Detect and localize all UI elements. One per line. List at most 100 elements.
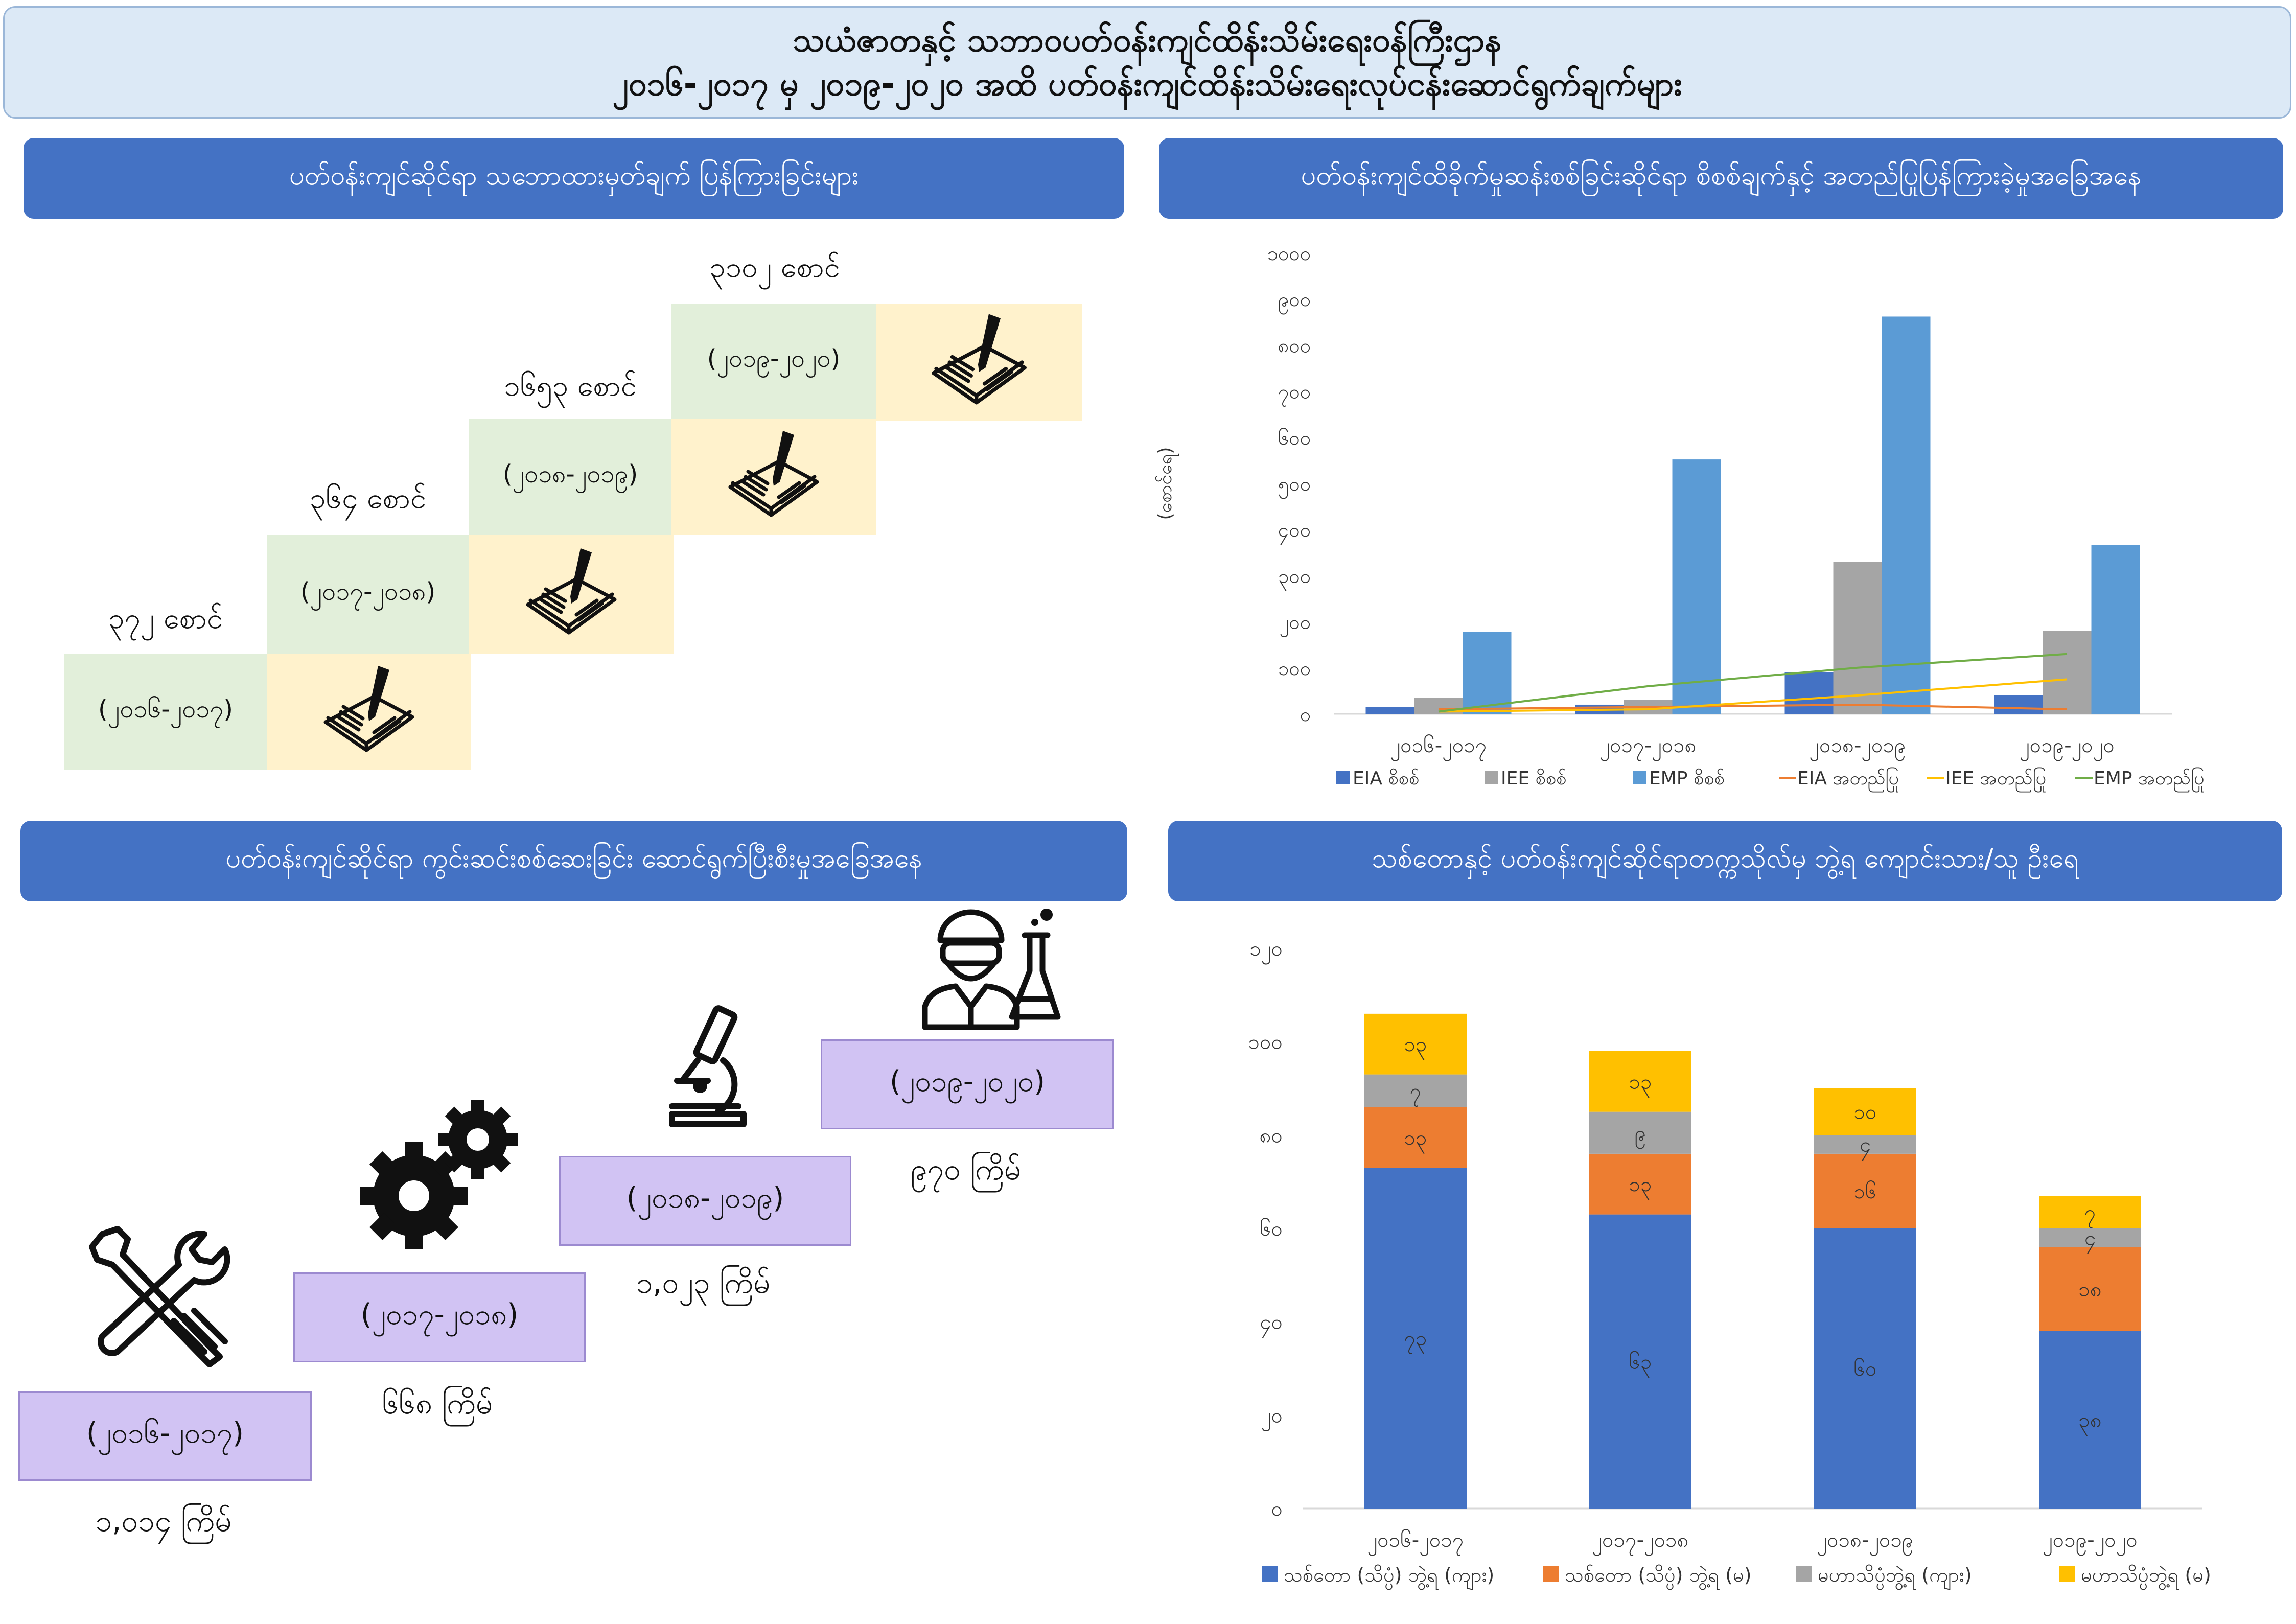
data-label: ၆၀ (1854, 1357, 1877, 1381)
stack-0-2 (1814, 1228, 1916, 1509)
title-line-1: သယံဇာတနှင့် သဘာဝပတ်ဝန်းကျင်ထိန်းသိမ်းရေး… (793, 21, 1502, 59)
y-tick-label: ၄၀ (1260, 1311, 1283, 1338)
step3-count: ၁၆၅၃ စောင် (504, 369, 637, 403)
x-tick-label: ၂၀၁၈-၂၀၁၉ (1817, 1528, 1913, 1556)
legend-label-0: သစ်တော (သိပ္ပံ) ဘွဲ့ရ (ကျား) (1284, 1564, 1494, 1590)
bar-1-2 (1833, 562, 1882, 714)
y-tick-label: ၃၀၀ (1278, 565, 1311, 591)
bar-0-0 (1365, 707, 1414, 714)
step2-count: ၃၆၄ စောင် (309, 482, 427, 515)
data-label: ၁၃ (1629, 1070, 1652, 1098)
tools-icon (89, 1226, 230, 1367)
stack-1-2 (1814, 1153, 1916, 1228)
step2-book (469, 535, 674, 654)
y-tick-label: ၂၀၀ (1280, 611, 1311, 638)
data-label: ၇၃ (1404, 1327, 1427, 1355)
data-label: ၁၆ (1854, 1180, 1877, 1203)
x-tick-label: ၂၀၁၆-၂၀၁၇ (1367, 1528, 1464, 1556)
y-tick-label: ၇၀၀ (1278, 381, 1311, 407)
stack-0-0 (1364, 1168, 1467, 1509)
data-label: ၁၃ (1404, 1126, 1427, 1154)
book-pen-icon (925, 309, 1033, 416)
bar-0-2 (1784, 672, 1834, 714)
stack-2-1 (1589, 1111, 1691, 1154)
inspection4-period: (၂၀၁၉-၂၀၂၀) (821, 1039, 1114, 1129)
step2-period: (၂၀၁၇-၂၀၁၈) (267, 535, 469, 654)
legend-label-2: မဟာသိပ္ပံဘွဲ့ရ (ကျား) (1818, 1564, 1972, 1590)
stack-1-3 (2039, 1247, 2141, 1331)
gears-icon (360, 1100, 518, 1249)
legend-swatch-0 (1262, 1566, 1278, 1582)
inspection2-period: (၂၀၁၇-၂၀၁၈) (293, 1272, 586, 1362)
stack-3-2 (1814, 1088, 1916, 1135)
book-pen-icon (723, 426, 825, 528)
legend-swatch-2 (1633, 771, 1646, 784)
y-tick-label: ၆၀၀ (1278, 427, 1311, 449)
y-tick-label: ၁၂၀ (1249, 937, 1283, 965)
y-tick-label: ၁၀၀၀ (1267, 242, 1311, 265)
title-line-2: ၂၀၁၆-၂၀၁၇ မှ ၂၀၁၉-၂၀၂၀ အထိ ပတ်ဝန်းကျင်ထိ… (612, 65, 1682, 103)
data-label: ၄ (1860, 1133, 1871, 1161)
stack-3-3 (2039, 1196, 2141, 1228)
bar-2-1 (1672, 459, 1721, 714)
bar-2-3 (2091, 545, 2140, 714)
legend-swatch-0 (1336, 771, 1350, 784)
step4-book (876, 304, 1082, 421)
step3-book (671, 419, 876, 535)
inspection1-period: (၂၀၁၆-၂၀၁၇) (18, 1391, 312, 1481)
bar-2-2 (1882, 316, 1931, 714)
legend-swatch-1 (1485, 771, 1498, 784)
bar-2-0 (1463, 632, 1512, 714)
data-label: ၉ (1635, 1122, 1646, 1149)
step1-period: (၂၀၁၆-၂၀၁၇) (64, 654, 267, 770)
stack-1-1 (1589, 1153, 1691, 1215)
y-tick-label: ၂၀ (1261, 1404, 1283, 1431)
data-label: ၇ (2084, 1201, 2096, 1228)
scientist-icon (922, 909, 1061, 1030)
legend-swatch-1 (1543, 1566, 1559, 1582)
inspection3-period: (၂၀၁၈-၂၀၁၉) (559, 1156, 851, 1246)
stack-2-0 (1364, 1074, 1467, 1107)
data-label: ၇ (1410, 1080, 1422, 1107)
data-label: ၄ (2084, 1226, 2096, 1254)
review-approval-chart: ၀ ၁၀၀ ၂၀၀ ၃၀၀ ၄၀၀ ၅၀၀ ၆၀၀ ၇၀၀ ၈၀၀ ၉၀၀ ၁၀၀၀ (စောင်ရေ… (1155, 242, 2204, 793)
x-tick-label: ၂၀၁၇-၂၀၁၈ (1592, 1528, 1688, 1556)
stack-3-1 (1589, 1051, 1691, 1112)
stack-2-2 (1814, 1135, 1916, 1154)
page-title: သယံဇာတနှင့် သဘာဝပတ်ဝန်းကျင်ထိန်းသိမ်းရေး… (3, 6, 2291, 119)
y-tick-label: ၈၀၀ (1278, 334, 1311, 357)
panel1-header: ပတ်ဝန်းကျင်ဆိုင်ရာ သဘောထားမှတ်ချက် ပြန်က… (24, 138, 1124, 219)
x-tick-label: ၂၀၁၆-၂၀၁၇ (1390, 734, 1487, 761)
y-tick-label: ၅၀၀ (1278, 473, 1311, 499)
y-tick-label: ၁၀၀ (1278, 657, 1311, 680)
bar-1-3 (2043, 631, 2092, 714)
line-series-1 (1438, 678, 2068, 713)
y-tick-label: ၉၀၀ (1278, 288, 1311, 315)
y-tick-label: ၄၀၀ (1278, 519, 1311, 545)
bar-0-3 (1994, 695, 2043, 714)
inspection2-count: ၆၆၈ ကြိမ် (382, 1386, 493, 1421)
graduates-chart: ၀၂၀၄၀၆၀၈၀၁၀၀၁၂၀၇၃၁၃၇၁၃၂၀၁၆-၂၀၁၇၆၃၁၃၉၁၃၂၀… (1248, 937, 2211, 1590)
y-axis-label: (စောင်ရေ) (1155, 447, 1179, 520)
book-pen-icon (318, 661, 420, 763)
legend-swatch-3 (2059, 1566, 2075, 1582)
legend-label-2: EMP စိစစ် (1649, 768, 1725, 789)
inspection3-count: ၁,၀၂၃ ကြိမ် (636, 1265, 771, 1300)
y-tick-label: ၈၀ (1260, 1124, 1283, 1147)
book-pen-icon (520, 543, 622, 645)
data-label: ၁၀ (1854, 1101, 1877, 1124)
panel3-header: ပတ်ဝန်းကျင်ဆိုင်ရာ ကွင်းဆင်းစစ်ဆေးခြင်း … (20, 821, 1127, 901)
y-tick-label: ၁၀၀ (1248, 1031, 1283, 1054)
y-tick-label: ၀ (1300, 703, 1311, 726)
stack-2-3 (2039, 1228, 2141, 1247)
stack-3-0 (1364, 1013, 1467, 1075)
x-tick-label: ၂၀၁၇-၂၀၁၈ (1599, 734, 1696, 761)
data-label: ၁၃ (1404, 1033, 1427, 1060)
data-label: ၁၃ (1629, 1173, 1652, 1200)
microscope-icon (669, 1005, 747, 1127)
y-tick-label: ၆၀ (1260, 1217, 1283, 1241)
step3-period: (၂၀၁၈-၂၀၁၉) (469, 419, 671, 535)
legend-label-0: EIA စိစစ် (1353, 768, 1419, 789)
x-tick-label: ၂၀၁၉-၂၀၂၀ (2043, 1528, 2138, 1556)
step4-count: ၃၁၀၂ စောင် (709, 251, 840, 284)
